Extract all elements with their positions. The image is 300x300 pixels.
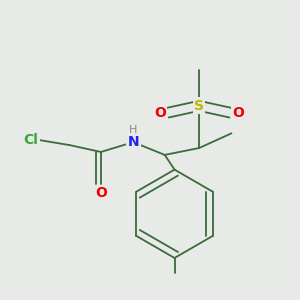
Text: H: H bbox=[129, 125, 137, 135]
Text: S: S bbox=[194, 99, 204, 113]
Text: Cl: Cl bbox=[23, 133, 38, 147]
Text: O: O bbox=[154, 106, 166, 120]
Text: O: O bbox=[95, 186, 107, 200]
Text: O: O bbox=[232, 106, 244, 120]
Text: N: N bbox=[128, 135, 139, 149]
